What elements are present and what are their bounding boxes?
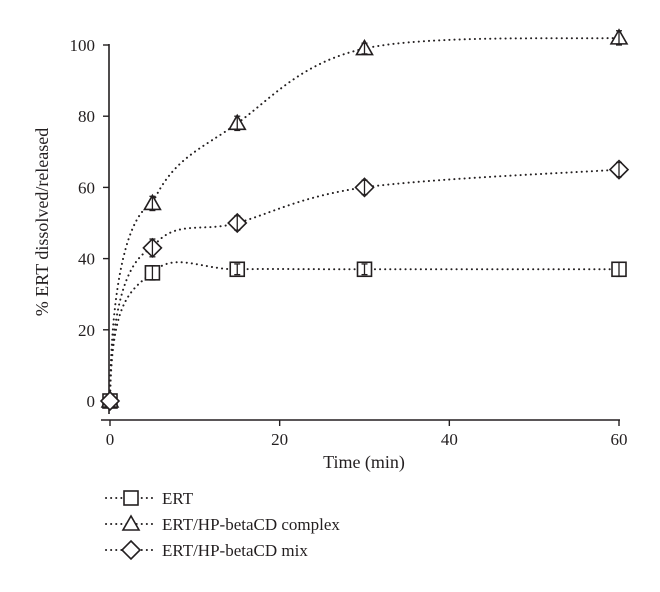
axis-ticks: 0 20 40 60 80 100 0 20 40 60 xyxy=(70,36,628,449)
x-tick-label: 60 xyxy=(611,430,628,449)
legend-marker-square xyxy=(123,490,139,506)
y-tick-label: 100 xyxy=(70,36,96,55)
legend-label: ERT/HP-betaCD mix xyxy=(162,541,308,560)
x-tick-label: 0 xyxy=(106,430,115,449)
series-curve xyxy=(109,261,620,402)
x-tick-label: 20 xyxy=(271,430,288,449)
x-tick-label: 40 xyxy=(441,430,458,449)
series-curves xyxy=(109,36,620,402)
series-curve xyxy=(109,168,620,402)
series-markers xyxy=(99,28,630,412)
y-tick-label: 40 xyxy=(78,250,95,269)
y-axis-title: % ERT dissolved/released xyxy=(32,128,52,317)
y-tick-label: 20 xyxy=(78,321,95,340)
legend-marker-diamond xyxy=(120,539,142,561)
data-point-diamond xyxy=(99,390,121,412)
legend-marker-triangle xyxy=(121,514,141,531)
legend-label: ERT xyxy=(162,489,194,508)
legend: ERT ERT/HP-betaCD complex ERT/HP-betaCD mi… xyxy=(105,489,340,561)
x-axis-title: Time (min) xyxy=(323,452,405,473)
y-tick-label: 60 xyxy=(78,178,95,197)
series-curve xyxy=(109,36,620,402)
legend-label: ERT/HP-betaCD complex xyxy=(162,515,340,534)
y-tick-label: 0 xyxy=(87,392,96,411)
y-tick-label: 80 xyxy=(78,107,95,126)
